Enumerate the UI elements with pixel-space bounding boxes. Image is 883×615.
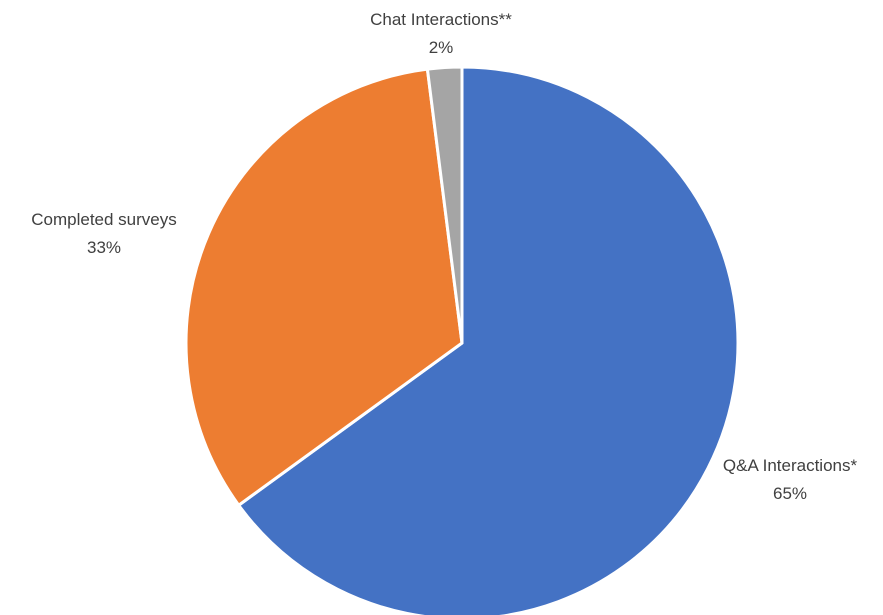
pie-slice-3 (425, 65, 464, 345)
data-label-2: Completed surveys 33% (31, 210, 177, 257)
pie-slice-2 (184, 67, 464, 507)
data-label-name: Completed surveys (31, 210, 177, 229)
slices-layer (184, 65, 740, 615)
data-label-name: Q&A Interactions* (723, 456, 858, 475)
data-label-value: 33% (87, 238, 121, 257)
data-label-value: 2% (429, 38, 454, 57)
data-label-value: 65% (773, 484, 807, 503)
data-label-1: Q&A Interactions* 65% (723, 456, 858, 503)
pie-slice-1 (237, 65, 740, 615)
data-label-name: Chat Interactions** (370, 10, 512, 29)
labels-layer: Q&A Interactions* 65% Completed surveys 33%… (31, 10, 857, 503)
data-label-3: Chat Interactions** 2% (370, 10, 512, 57)
